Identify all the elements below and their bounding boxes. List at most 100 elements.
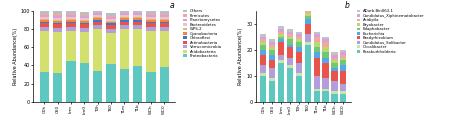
Bar: [314, 58, 320, 76]
Bar: [80, 24, 89, 28]
Bar: [331, 60, 337, 63]
Bar: [119, 20, 129, 22]
Bar: [80, 63, 89, 102]
Bar: [322, 58, 328, 63]
Bar: [340, 91, 346, 94]
Bar: [66, 15, 76, 17]
Bar: [66, 27, 76, 31]
Bar: [331, 63, 337, 68]
Bar: [260, 39, 266, 42]
Bar: [146, 14, 155, 15]
Bar: [146, 15, 155, 17]
Bar: [331, 91, 337, 94]
Bar: [160, 14, 169, 15]
Text: a: a: [169, 1, 174, 10]
Bar: [119, 17, 129, 18]
Bar: [133, 66, 142, 102]
Bar: [160, 23, 169, 27]
Bar: [260, 45, 266, 50]
Bar: [106, 19, 116, 21]
Bar: [146, 72, 155, 102]
Bar: [53, 11, 62, 14]
Bar: [322, 39, 328, 42]
Bar: [314, 34, 320, 37]
Bar: [66, 23, 76, 27]
Bar: [53, 24, 62, 28]
Bar: [314, 76, 320, 89]
Bar: [296, 52, 302, 63]
Bar: [119, 22, 129, 25]
Bar: [260, 55, 266, 65]
Bar: [106, 22, 116, 23]
Bar: [160, 31, 169, 67]
Bar: [146, 27, 155, 31]
Legend: ADurb.Bin063-1, Candidatus_Xiphinematobacter, Acidipila, Bryobacter, Edaphobacte: ADurb.Bin063-1, Candidatus_Xiphinematoba…: [356, 9, 425, 54]
Bar: [305, 24, 311, 34]
Bar: [160, 19, 169, 20]
Bar: [133, 22, 142, 25]
Bar: [66, 14, 76, 15]
Bar: [160, 15, 169, 17]
Bar: [322, 42, 328, 47]
Bar: [296, 63, 302, 73]
Bar: [53, 73, 62, 102]
Bar: [106, 29, 116, 33]
Bar: [106, 33, 116, 64]
Bar: [278, 31, 284, 34]
Bar: [269, 81, 275, 102]
Bar: [287, 34, 293, 37]
Bar: [278, 34, 284, 37]
Bar: [119, 25, 129, 29]
Bar: [269, 45, 275, 47]
Bar: [40, 27, 49, 31]
Bar: [296, 31, 302, 34]
Bar: [322, 78, 328, 89]
Bar: [106, 23, 116, 25]
Bar: [146, 17, 155, 19]
Bar: [287, 68, 293, 102]
Bar: [296, 47, 302, 52]
Bar: [322, 91, 328, 102]
Bar: [80, 21, 89, 23]
Bar: [260, 65, 266, 73]
Bar: [260, 42, 266, 45]
Legend: Others, Firmicutes, Planctomycetes, Bacteroidetes, WPS-2, Cyanobacteria, Chlorof: Others, Firmicutes, Planctomycetes, Bact…: [183, 9, 222, 58]
Bar: [80, 12, 89, 15]
Bar: [260, 34, 266, 37]
Bar: [305, 16, 311, 18]
Bar: [40, 19, 49, 20]
Bar: [66, 11, 76, 14]
Bar: [53, 21, 62, 23]
Bar: [287, 58, 293, 65]
Bar: [146, 31, 155, 72]
Bar: [146, 23, 155, 27]
Bar: [133, 20, 142, 22]
Bar: [278, 26, 284, 29]
Bar: [340, 65, 346, 71]
Bar: [269, 50, 275, 55]
Bar: [287, 31, 293, 34]
Bar: [322, 37, 328, 39]
Bar: [296, 34, 302, 37]
Bar: [260, 76, 266, 102]
Bar: [314, 37, 320, 42]
Bar: [40, 11, 49, 14]
Bar: [40, 22, 49, 23]
Bar: [305, 8, 311, 11]
Bar: [53, 16, 62, 18]
Bar: [278, 63, 284, 102]
Bar: [305, 34, 311, 42]
Bar: [269, 60, 275, 68]
Bar: [331, 81, 337, 91]
Bar: [40, 17, 49, 19]
Bar: [314, 47, 320, 52]
Bar: [269, 39, 275, 42]
Bar: [93, 20, 102, 22]
Bar: [93, 9, 102, 13]
Bar: [322, 52, 328, 58]
Bar: [305, 5, 311, 8]
Bar: [278, 60, 284, 63]
Bar: [160, 22, 169, 23]
Bar: [278, 39, 284, 42]
Bar: [314, 89, 320, 91]
